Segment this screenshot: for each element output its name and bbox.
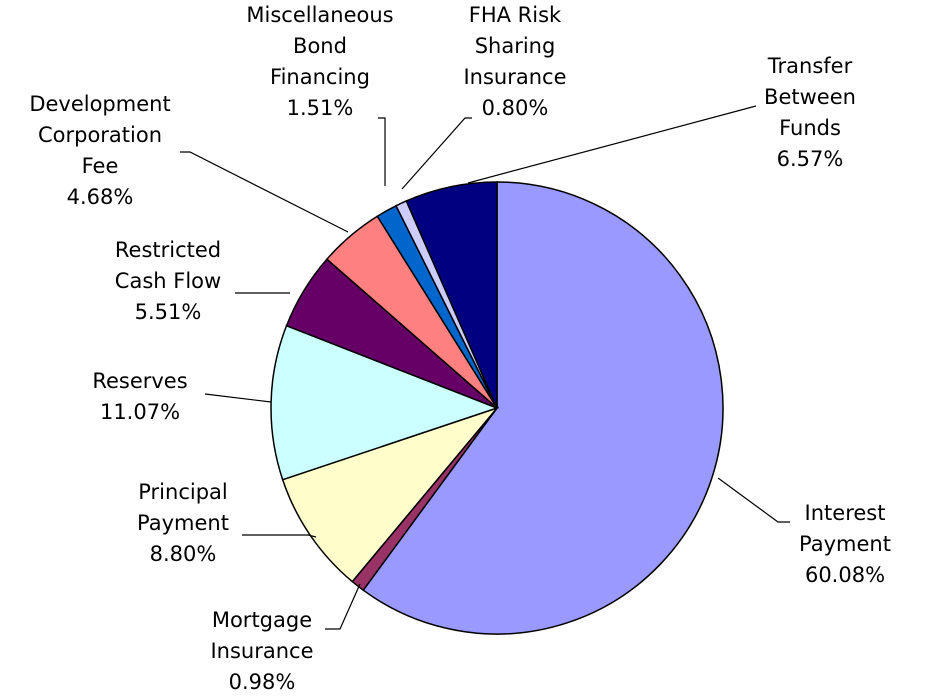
value-label: 0.80% bbox=[482, 96, 549, 120]
value-label: 6.57% bbox=[777, 147, 844, 171]
slice-label: Corporation bbox=[38, 123, 162, 147]
leader-line bbox=[717, 477, 790, 523]
slice-label: Bond bbox=[293, 34, 347, 58]
leader-line bbox=[378, 117, 386, 186]
pie-slice bbox=[362, 181, 724, 635]
leader-line bbox=[242, 534, 317, 538]
slice-label: Interest bbox=[805, 501, 886, 525]
slice-label: Transfer bbox=[767, 54, 853, 78]
leader-line bbox=[467, 105, 757, 184]
slice-label: Restricted bbox=[115, 238, 221, 262]
pie-slice bbox=[270, 324, 500, 481]
slice-label: Cash Flow bbox=[115, 269, 221, 293]
slice-label: Insurance bbox=[210, 639, 313, 663]
leader-line bbox=[401, 117, 472, 190]
slice-label: Insurance bbox=[463, 65, 566, 89]
value-label: 0.98% bbox=[229, 670, 296, 694]
value-label: 1.51% bbox=[287, 96, 354, 120]
leader-line bbox=[180, 151, 349, 233]
value-label: 8.80% bbox=[150, 542, 217, 566]
slice-label: Mortgage bbox=[212, 608, 312, 632]
value-label: 60.08% bbox=[805, 563, 885, 587]
slice-label: Reserves bbox=[92, 369, 187, 393]
leader-line bbox=[325, 583, 361, 630]
slice-label: Financing bbox=[270, 65, 370, 89]
value-label: 4.68% bbox=[67, 185, 134, 209]
slice-label: Funds bbox=[779, 116, 841, 140]
slice-label: Payment bbox=[137, 511, 229, 535]
slice-label: Sharing bbox=[475, 34, 556, 58]
value-label: 11.07% bbox=[100, 400, 180, 424]
leader-line bbox=[204, 393, 272, 403]
slice-label: Principal bbox=[138, 480, 228, 504]
pie-slice bbox=[405, 181, 498, 409]
slice-label: FHA Risk bbox=[469, 3, 562, 27]
slice-label: Miscellaneous bbox=[246, 3, 393, 27]
slice-label: Fee bbox=[82, 154, 119, 178]
value-label: 5.51% bbox=[135, 300, 202, 324]
slice-label: Between bbox=[764, 85, 856, 109]
slice-label: Payment bbox=[799, 532, 891, 556]
slice-label: Development bbox=[29, 92, 170, 116]
